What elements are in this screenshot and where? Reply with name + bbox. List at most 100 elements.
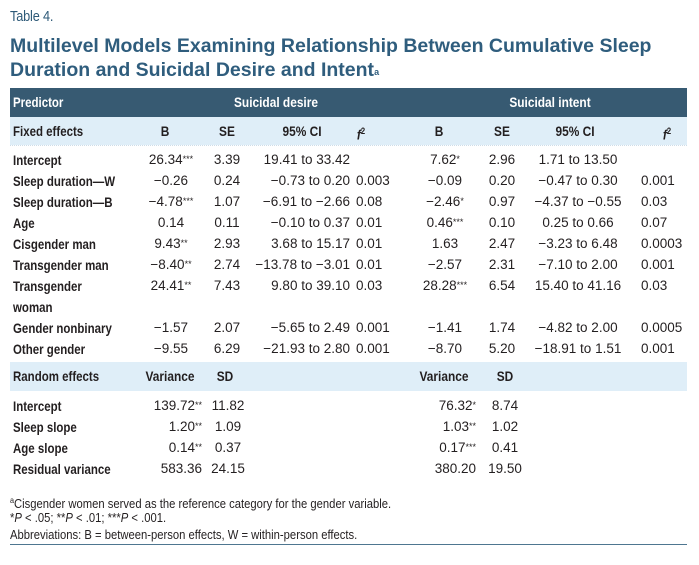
se-desire: 0.11: [214, 215, 240, 230]
significance-stars: **: [194, 400, 202, 410]
value: 0.17: [439, 440, 466, 455]
row-label: Residual variance: [13, 461, 111, 477]
value: 28.28: [422, 278, 457, 293]
significance-stars: *: [456, 154, 460, 164]
se-desire: 2.74: [213, 257, 241, 272]
b-desire: 24.41**: [140, 276, 202, 296]
ci-desire: −6.91 to −2.66: [262, 194, 350, 209]
value: 26.34: [148, 152, 183, 167]
value: 139.72: [153, 398, 195, 413]
ci-intent: 15.40 to 41.16: [534, 278, 622, 293]
row-label: Cisgender man: [13, 236, 96, 252]
footnote-reference-category: aCisgender women served as the reference…: [10, 492, 391, 513]
sd-desire: 24.15: [211, 461, 245, 476]
p2-p: P: [65, 511, 73, 525]
f2-intent: 0.001: [641, 257, 675, 272]
sd-intent: 0.41: [491, 440, 519, 455]
se-intent: 0.20: [488, 173, 516, 188]
random-header-sd-intent: SD: [496, 368, 514, 384]
b-intent: 0.46***: [414, 213, 476, 233]
value: −1.41: [427, 320, 463, 335]
f-symbol: f: [662, 126, 667, 143]
fixed-header-b-intent: B: [434, 123, 444, 139]
footnote-abbreviations: Abbreviations: B = between-person effect…: [10, 528, 358, 542]
significance-stars: ***: [452, 217, 464, 227]
se-desire: 0.24: [213, 173, 241, 188]
b-desire: −4.78***: [140, 192, 202, 212]
ci-intent: −18.91 to 1.51: [534, 341, 622, 356]
fixed-header-f2-desire: f2: [348, 121, 374, 145]
significance-stars: *: [460, 196, 464, 206]
se-intent: 2.96: [488, 152, 516, 167]
fixed-effects-label: Fixed effects: [13, 123, 84, 139]
significance-stars: ***: [182, 154, 194, 164]
value: −8.40: [150, 257, 185, 272]
random-effects-band: [10, 362, 687, 391]
ci-intent: −4.37 to −0.55: [534, 194, 622, 209]
row-label-continued: woman: [13, 299, 53, 315]
fixed-header-ci-intent: 95% CI: [555, 123, 595, 139]
value: −0.26: [153, 173, 189, 188]
variance-desire: 583.36: [126, 459, 202, 479]
significance-stars: **: [468, 421, 476, 431]
f2-desire: 0.001: [356, 341, 390, 356]
variance-intent: 0.17***: [398, 438, 476, 458]
ci-desire: −13.78 to −3.01: [255, 257, 350, 272]
variance-desire: 139.72**: [126, 396, 202, 416]
b-desire: −0.26: [140, 171, 202, 191]
table-title-text: Multilevel Models Examining Relationship…: [10, 35, 652, 81]
table-label: Table 4.: [10, 8, 54, 25]
header-predictor: Predictor: [13, 94, 64, 110]
b-desire: −8.40**: [140, 255, 202, 275]
se-desire: 2.93: [213, 236, 241, 251]
f2-intent: 0.07: [641, 215, 668, 230]
se-intent: 2.47: [488, 236, 516, 251]
se-desire: 1.07: [213, 194, 241, 209]
b-intent: 7.62*: [414, 150, 476, 170]
value: 7.62: [430, 152, 457, 167]
ci-intent: 1.71 to 13.50: [538, 152, 618, 167]
random-header-sd-desire: SD: [216, 368, 234, 384]
f2-desire: 0.003: [356, 173, 390, 188]
p1-p: P: [14, 511, 22, 525]
significance-stars: **: [180, 238, 188, 248]
value: 380.20: [434, 461, 476, 476]
significance-stars: *: [472, 400, 476, 410]
significance-stars: **: [194, 442, 202, 452]
se-intent: 0.10: [488, 215, 516, 230]
value: 1.20: [168, 419, 195, 434]
se-desire: 3.39: [213, 152, 241, 167]
sd-intent: 1.02: [491, 419, 519, 434]
row-label: Sleep slope: [13, 419, 77, 435]
row-label: Other gender: [13, 341, 86, 357]
f2-intent: 0.03: [641, 194, 668, 209]
b-intent: −2.57: [414, 255, 476, 275]
f2-intent: 0.0005: [641, 320, 683, 335]
f2-desire: 0.001: [356, 320, 390, 335]
se-desire: 7.43: [213, 278, 241, 293]
ci-desire: 3.68 to 15.17: [271, 236, 350, 251]
b-intent: −0.09: [414, 171, 476, 191]
header-suicidal-desire: Suicidal desire: [233, 94, 318, 110]
f2-intent: 0.03: [641, 278, 668, 293]
f2-intent: 0.0003: [641, 236, 683, 251]
f2-desire: 0.01: [356, 215, 383, 230]
ci-desire: −21.93 to 2.80: [263, 341, 350, 356]
value: −9.55: [153, 341, 189, 356]
significance-stars: ***: [182, 196, 194, 206]
f2-desire: 0.01: [356, 236, 383, 251]
value: 583.36: [160, 461, 202, 476]
f2-desire: 0.03: [356, 278, 383, 293]
se-intent: 1.74: [488, 320, 516, 335]
fixed-header-ci-desire: 95% CI: [282, 123, 322, 139]
sd-desire: 1.09: [214, 419, 242, 434]
title-footnote-marker: a: [374, 67, 380, 77]
b-desire: −1.57: [140, 318, 202, 338]
b-desire: 0.14: [140, 213, 202, 233]
p3-rest: < .001.: [128, 511, 167, 525]
row-label: Age: [13, 215, 35, 231]
ci-desire: 19.41 to 33.42: [263, 152, 350, 167]
fixed-header-b-desire: B: [160, 123, 170, 139]
ci-desire: −0.10 to 0.37: [270, 215, 350, 230]
sd-desire: 11.82: [211, 398, 245, 413]
